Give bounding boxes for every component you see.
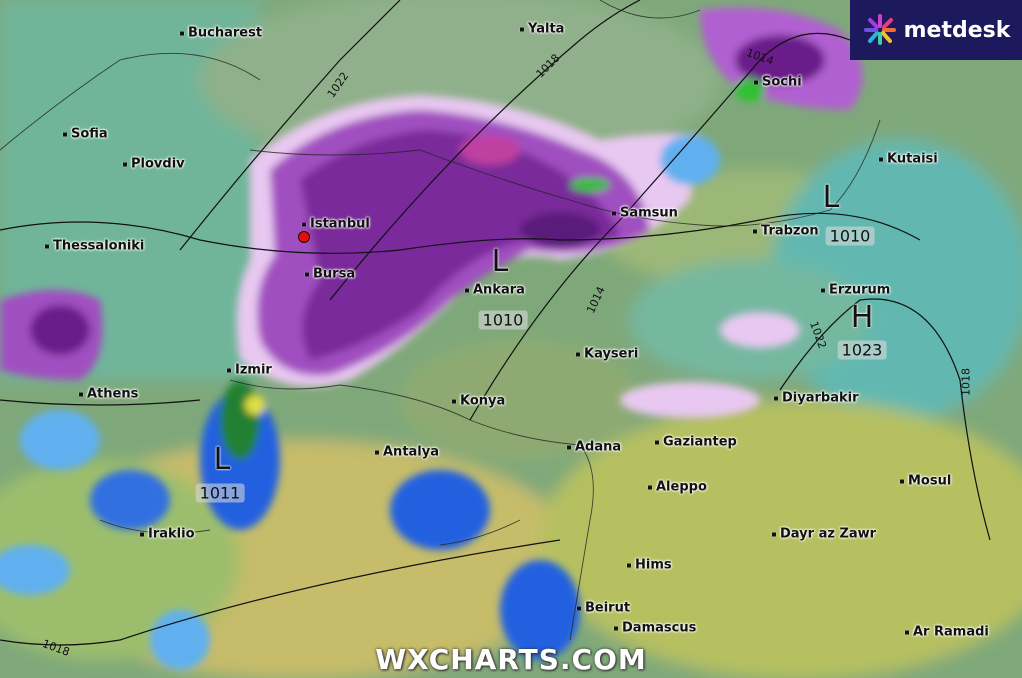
- city-label: Kayseri: [576, 347, 638, 362]
- city-name: Hims: [635, 557, 672, 573]
- high-pressure-symbol: H: [850, 300, 874, 335]
- precipitation: [0, 7, 863, 670]
- pressure-value: 1010: [825, 226, 875, 246]
- city-name: Kutaisi: [887, 151, 938, 167]
- city-label: Konya: [452, 394, 505, 409]
- city-label: Thessaloniki: [45, 239, 144, 254]
- city-name: Bucharest: [188, 25, 263, 41]
- isobar-label: 1018: [959, 368, 973, 396]
- city-label: Aleppo: [648, 480, 707, 495]
- city-label: Adana: [567, 440, 621, 455]
- city-label: Antalya: [375, 445, 439, 460]
- city-label: Kutaisi: [879, 152, 938, 167]
- city-name: Ar Ramadi: [913, 624, 989, 640]
- pressure-value: 1010: [478, 310, 528, 330]
- city-name: Bursa: [313, 266, 356, 282]
- city-name: Athens: [87, 386, 139, 402]
- city-name: Yalta: [528, 21, 565, 37]
- city-name: Sochi: [762, 74, 802, 90]
- city-label: Iraklio: [140, 527, 195, 542]
- city-name: Sofia: [71, 126, 108, 142]
- low-pressure-symbol: L: [213, 442, 231, 477]
- city-name: Antalya: [383, 444, 440, 460]
- city-name: Thessaloniki: [53, 238, 145, 254]
- city-name: Erzurum: [829, 282, 891, 298]
- city-label: Hims: [627, 558, 672, 573]
- city-name: Samsun: [620, 205, 678, 221]
- city-label: Bursa: [305, 267, 355, 282]
- city-label: Beirut: [577, 601, 630, 616]
- location-marker[interactable]: [298, 231, 310, 243]
- city-name: Diyarbakir: [782, 390, 859, 406]
- city-name: Mosul: [908, 473, 952, 489]
- city-name: Adana: [575, 439, 622, 455]
- city-name: Damascus: [622, 620, 697, 636]
- city-label: Trabzon: [753, 224, 819, 239]
- city-label: Bucharest: [180, 26, 262, 41]
- city-name: Kayseri: [584, 346, 639, 362]
- city-label: Ankara: [465, 283, 525, 298]
- pressure-value: 1011: [195, 483, 245, 503]
- city-name: Istanbul: [310, 216, 370, 232]
- pressure-value: 1023: [837, 340, 887, 360]
- city-label: Istanbul: [302, 217, 370, 232]
- city-label: Yalta: [520, 22, 564, 37]
- city-name: Iraklio: [148, 526, 195, 542]
- city-label: Sochi: [754, 75, 802, 90]
- city-name: Beirut: [585, 600, 631, 616]
- city-label: Damascus: [614, 621, 696, 636]
- low-pressure-symbol: L: [491, 244, 509, 279]
- city-name: Konya: [460, 393, 506, 409]
- isobars: [0, 0, 991, 646]
- city-label: Erzurum: [821, 283, 890, 298]
- city-name: Trabzon: [761, 223, 819, 239]
- city-name: Plovdiv: [131, 156, 185, 172]
- city-label: Dayr az Zawr: [772, 527, 876, 542]
- city-label: Ar Ramadi: [905, 625, 989, 640]
- city-name: Izmir: [235, 362, 272, 378]
- city-label: Mosul: [900, 474, 951, 489]
- watermark: WXCHARTS.COM: [375, 643, 647, 676]
- city-name: Gaziantep: [663, 434, 737, 450]
- city-label: Athens: [79, 387, 138, 402]
- coastlines: [0, 0, 881, 641]
- city-name: Aleppo: [656, 479, 707, 495]
- burst-icon: [863, 14, 896, 45]
- city-name: Ankara: [473, 282, 525, 298]
- city-label: Diyarbakir: [774, 391, 859, 406]
- logo-text: metdesk: [903, 17, 1011, 43]
- city-label: Samsun: [612, 206, 678, 221]
- city-label: Izmir: [227, 363, 272, 378]
- city-label: Plovdiv: [123, 157, 185, 172]
- metdesk-logo: metdesk: [850, 0, 1022, 60]
- city-label: Gaziantep: [655, 435, 737, 450]
- city-name: Dayr az Zawr: [780, 526, 877, 542]
- low-pressure-symbol: L: [822, 180, 840, 215]
- city-label: Sofia: [63, 127, 108, 142]
